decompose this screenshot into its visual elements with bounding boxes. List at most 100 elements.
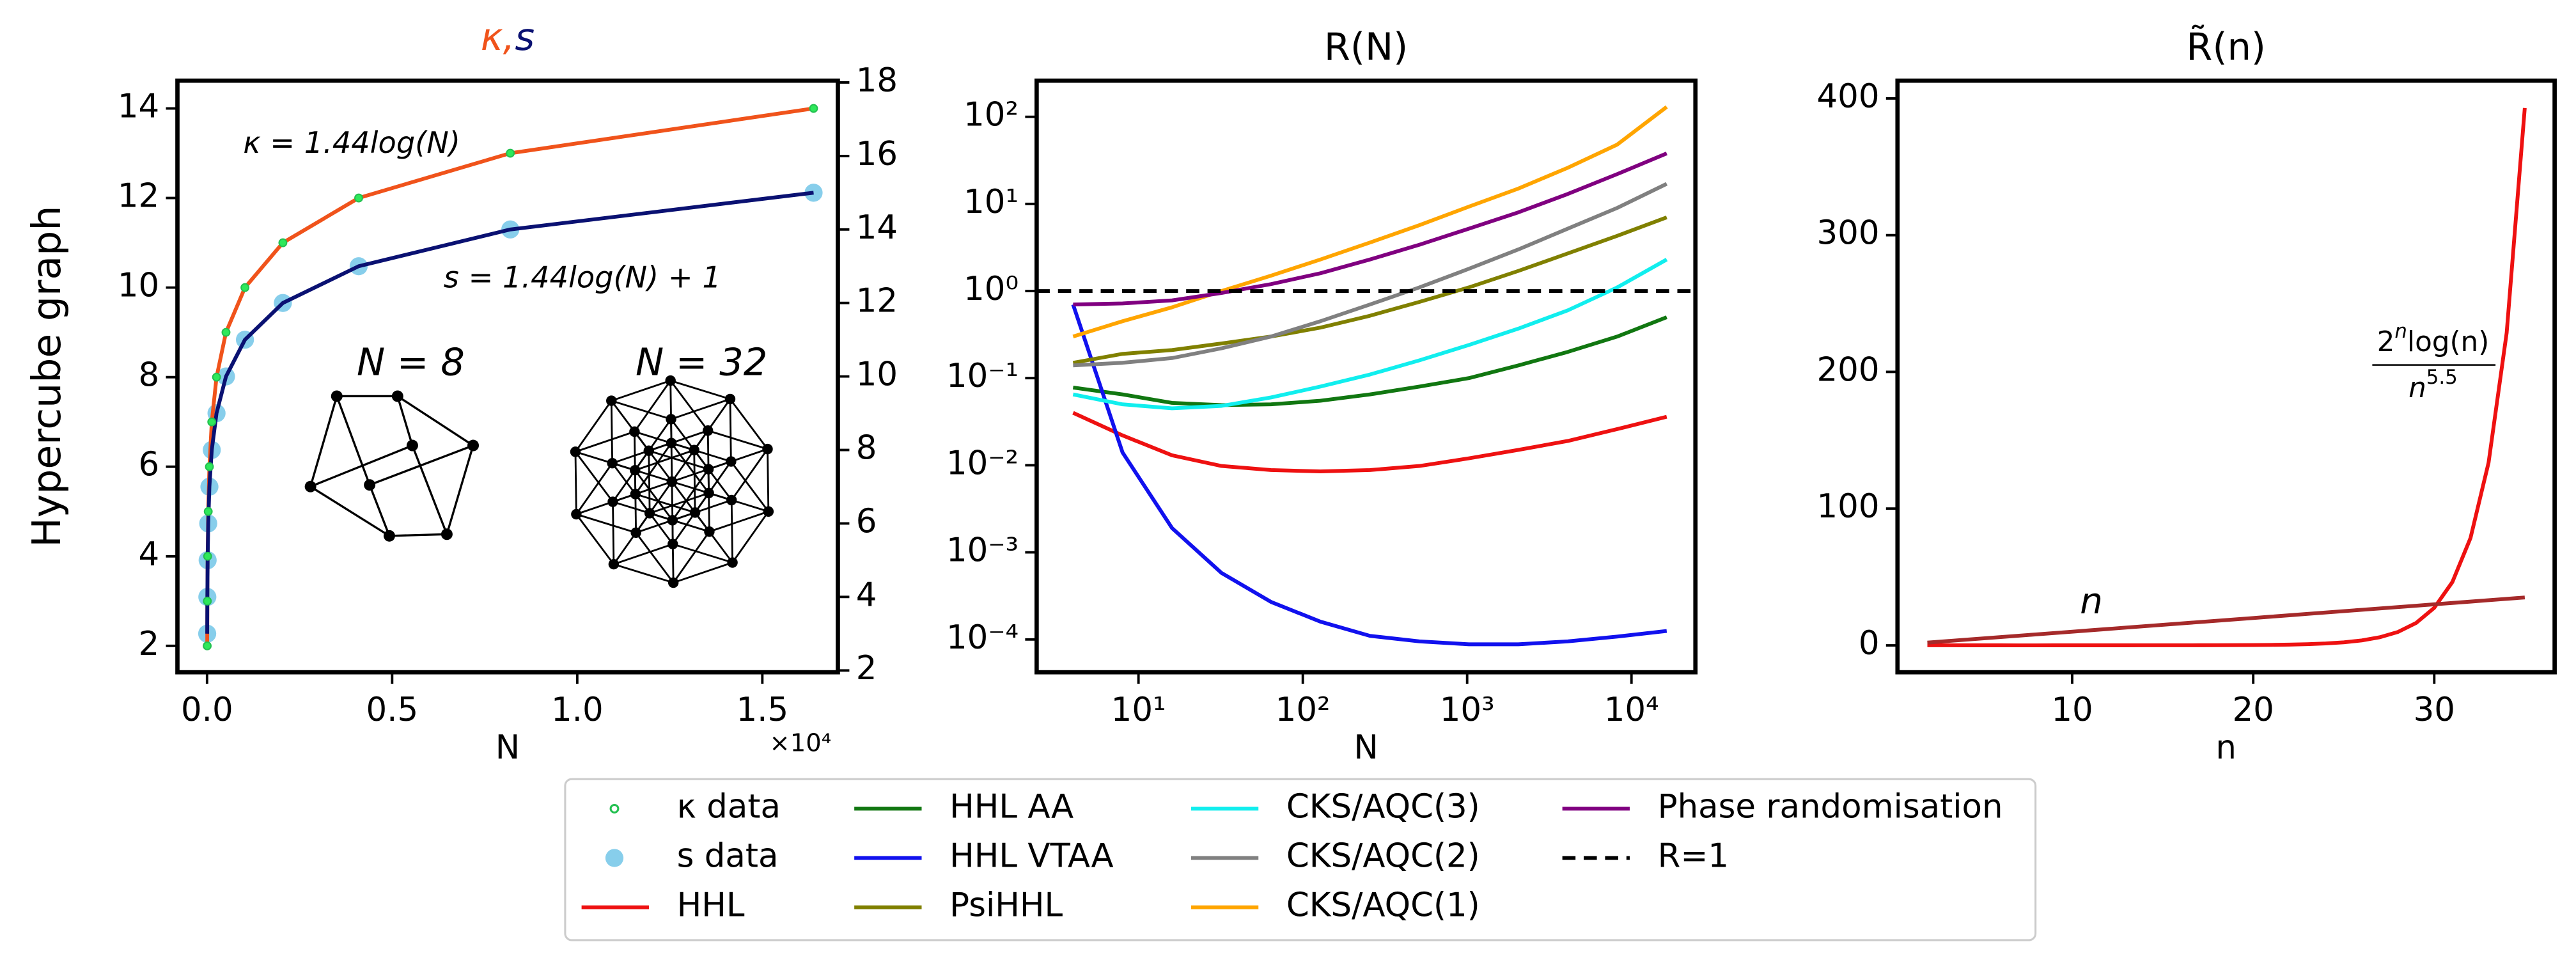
y-tick-label: 8 — [139, 356, 160, 395]
numerator-rest: log(n) — [2407, 326, 2489, 358]
data-point — [809, 104, 818, 113]
graph-edge — [729, 398, 769, 450]
data-point — [203, 641, 212, 650]
graph-node — [644, 508, 655, 519]
denominator-base: n — [2408, 372, 2426, 404]
chart-title: κ,s — [481, 15, 535, 59]
graph-edge — [707, 429, 768, 450]
graph-edge — [649, 492, 710, 514]
y-tick-label: 10 — [118, 267, 159, 305]
graph-edge — [612, 501, 615, 565]
y-tick-label: 12 — [118, 177, 159, 216]
graph-edge — [730, 500, 734, 563]
y2-tick-label: 14 — [856, 209, 898, 247]
graph-edge — [575, 462, 613, 515]
legend-label: CKS/AQC(3) — [1286, 787, 1480, 826]
graph-edge — [634, 442, 673, 495]
data-point — [221, 327, 231, 337]
graph-node — [762, 443, 773, 455]
graph-node — [689, 445, 699, 455]
graph-node — [666, 476, 678, 487]
series-line — [1072, 315, 1667, 407]
graph-node — [630, 527, 641, 539]
graph-edge — [673, 531, 710, 583]
graph-edge — [574, 452, 577, 515]
graph-edge — [648, 450, 651, 514]
legend-label: R=1 — [1658, 837, 1729, 875]
graph-edge — [671, 398, 731, 420]
x-tick-label: 0.5 — [366, 691, 418, 729]
series-line — [1072, 258, 1668, 411]
series-line — [1072, 216, 1667, 365]
graph-edge — [575, 451, 636, 471]
legend-label: s data — [677, 837, 779, 875]
graph-node — [763, 506, 774, 517]
graph-edge — [634, 430, 695, 452]
plot-frame — [1034, 78, 1698, 675]
annotation-denominator: n5.5 — [2408, 366, 2458, 404]
graph-edge — [613, 543, 673, 565]
x-tick-label: 0.0 — [181, 691, 233, 729]
y2-tick-label: 4 — [856, 576, 877, 614]
x-tick-label: 10² — [1276, 691, 1331, 729]
data-point — [207, 417, 217, 427]
y2-tick-label: 18 — [856, 61, 898, 100]
graph-node — [629, 426, 640, 437]
y-axis-label: Hypercube graph — [24, 206, 70, 547]
graph-node — [665, 375, 676, 386]
y-tick-label: 10¹ — [964, 183, 1019, 221]
graph-node — [607, 496, 618, 507]
graph-edge — [707, 469, 710, 532]
legend-label: Phase randomisation — [1658, 787, 2003, 826]
data-point — [203, 551, 212, 561]
title-part: , — [503, 15, 515, 59]
graph-edge — [634, 469, 673, 521]
y-tick-label: 100 — [1816, 487, 1879, 526]
y-tick-label: 10² — [964, 96, 1019, 134]
x-tick-label: 20 — [2232, 691, 2274, 729]
y-tick-label: 10⁻¹ — [946, 357, 1019, 395]
data-point — [354, 193, 363, 203]
graph-edge — [634, 470, 637, 533]
series-line — [1073, 182, 1668, 368]
series-line — [1072, 105, 1668, 339]
plot-frame — [1895, 78, 2557, 675]
graph-node — [643, 445, 654, 456]
series-line — [1073, 152, 1667, 307]
legend-handle — [609, 803, 620, 814]
graph-node — [607, 457, 618, 469]
graph-edge — [671, 468, 710, 521]
title-part: s — [515, 15, 535, 59]
graph-edge — [575, 493, 636, 515]
data-point — [278, 238, 288, 248]
graph-edge — [729, 398, 732, 462]
graph-edge — [730, 460, 769, 512]
graph-node — [667, 577, 679, 588]
y2-tick-label: 2 — [856, 649, 877, 688]
graph-edge — [671, 481, 710, 533]
legend-box — [564, 778, 2037, 941]
annotation: s = 1.44log(N) + 1 — [444, 260, 721, 295]
title-part: κ — [481, 15, 503, 59]
graph-edge — [672, 543, 733, 563]
data-point — [240, 283, 250, 292]
data-point — [203, 596, 212, 606]
graph-edge — [673, 562, 733, 584]
x-tick-label: 10³ — [1440, 691, 1495, 729]
graph-edge — [636, 512, 696, 534]
graph-edge — [767, 449, 770, 512]
series-line — [1071, 304, 1667, 647]
graph-edge — [671, 430, 709, 482]
x-axis-label: N — [496, 728, 520, 767]
graph-node — [630, 465, 641, 476]
y-tick-label: 10⁻⁴ — [946, 618, 1019, 657]
y2-tick-label: 16 — [856, 135, 898, 173]
y-tick-label: 6 — [139, 446, 160, 484]
graph-edge — [731, 448, 769, 501]
graph-edge — [575, 514, 615, 565]
graph-edge — [575, 430, 635, 453]
graph-edge — [575, 513, 637, 534]
legend-label: PsiHHL — [949, 886, 1063, 925]
x-axis-label: n — [2215, 728, 2236, 767]
graph-edge — [671, 480, 732, 501]
